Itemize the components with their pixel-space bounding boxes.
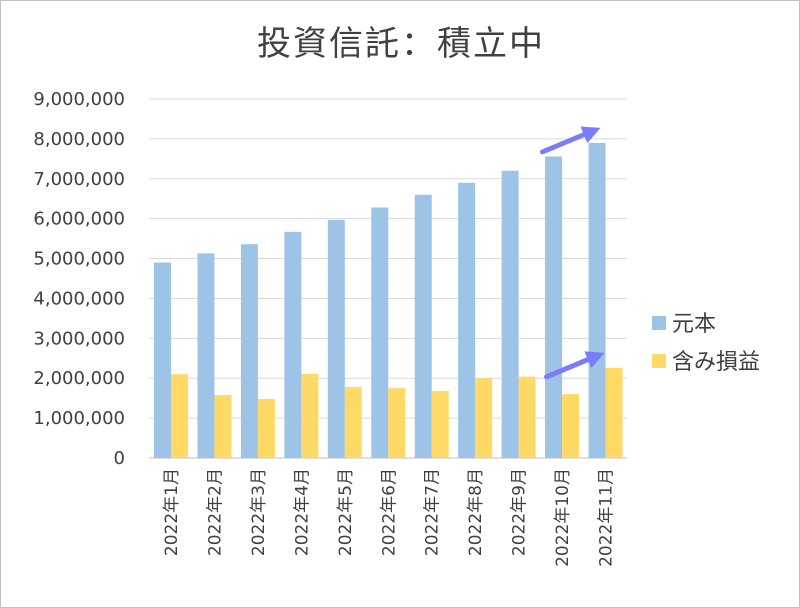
x-tick-label: 2022年2月: [205, 468, 225, 556]
legend-label: 元本: [672, 312, 716, 337]
bar-principal: [197, 253, 215, 458]
bar-gain-loss: [388, 388, 406, 458]
y-tick-label: 1,000,000: [33, 408, 125, 429]
bar-gain-loss: [562, 394, 580, 458]
y-tick-label: 5,000,000: [33, 249, 125, 270]
x-tick-label: 2022年10月: [553, 468, 573, 567]
y-tick-label: 6,000,000: [33, 209, 125, 230]
x-tick-label: 2022年8月: [466, 468, 486, 556]
bar-principal: [327, 219, 345, 458]
bar-principal: [458, 182, 476, 458]
bar-principal: [154, 262, 171, 458]
y-tick-label: 4,000,000: [33, 288, 125, 309]
bar-gain-loss: [605, 367, 623, 458]
bar-principal: [588, 142, 606, 458]
x-tick-label: 2022年5月: [336, 468, 356, 556]
chart-title: 投資信託：積立中: [257, 24, 545, 64]
bar-gain-loss: [171, 374, 188, 458]
x-tick-label: 2022年1月: [162, 468, 182, 556]
x-tick-label: 2022年6月: [379, 468, 399, 556]
bar-gain-loss: [518, 376, 536, 458]
bar-principal: [414, 194, 432, 458]
y-tick-label: 8,000,000: [33, 129, 125, 150]
bar-gain-loss: [344, 386, 362, 458]
y-axis-ticks: 0 1,000,000 2,000,000 3,000,000 4,000,000 5,0…: [33, 89, 125, 469]
y-tick-label: 2,000,000: [33, 368, 125, 389]
bar-gain-loss: [475, 378, 493, 458]
bar-gain-loss: [214, 394, 232, 458]
trend-arrow: [540, 126, 601, 155]
bar-gain-loss: [257, 398, 275, 458]
x-tick-label: 2022年9月: [510, 468, 530, 556]
legend-swatch: [652, 354, 666, 368]
bar-gain-loss: [301, 373, 319, 458]
legend-swatch: [652, 316, 666, 330]
x-tick-label: 2022年4月: [292, 468, 312, 556]
x-tick-label: 2022年11月: [597, 468, 617, 567]
bars: [154, 142, 623, 459]
x-tick-label: 2022年7月: [423, 468, 443, 556]
x-tick-label: 2022年3月: [249, 468, 269, 556]
bar-gain-loss: [431, 390, 449, 458]
bar-principal: [284, 231, 302, 458]
trend-arrow: [544, 351, 605, 380]
bar-principal: [371, 207, 389, 458]
legend-label: 含み損益: [672, 350, 760, 375]
bar-principal: [501, 170, 519, 459]
y-tick-label: 3,000,000: [33, 328, 125, 349]
bar-principal: [240, 244, 258, 458]
annotations: [540, 126, 605, 380]
x-axis-ticks: 2022年1月 2022年2月 2022年3月 2022年4月 2022年5月 2022年…: [162, 468, 617, 567]
y-tick-label: 0: [114, 448, 125, 469]
y-tick-label: 7,000,000: [33, 169, 125, 190]
bar-principal: [545, 156, 563, 458]
y-tick-label: 9,000,000: [33, 89, 125, 110]
